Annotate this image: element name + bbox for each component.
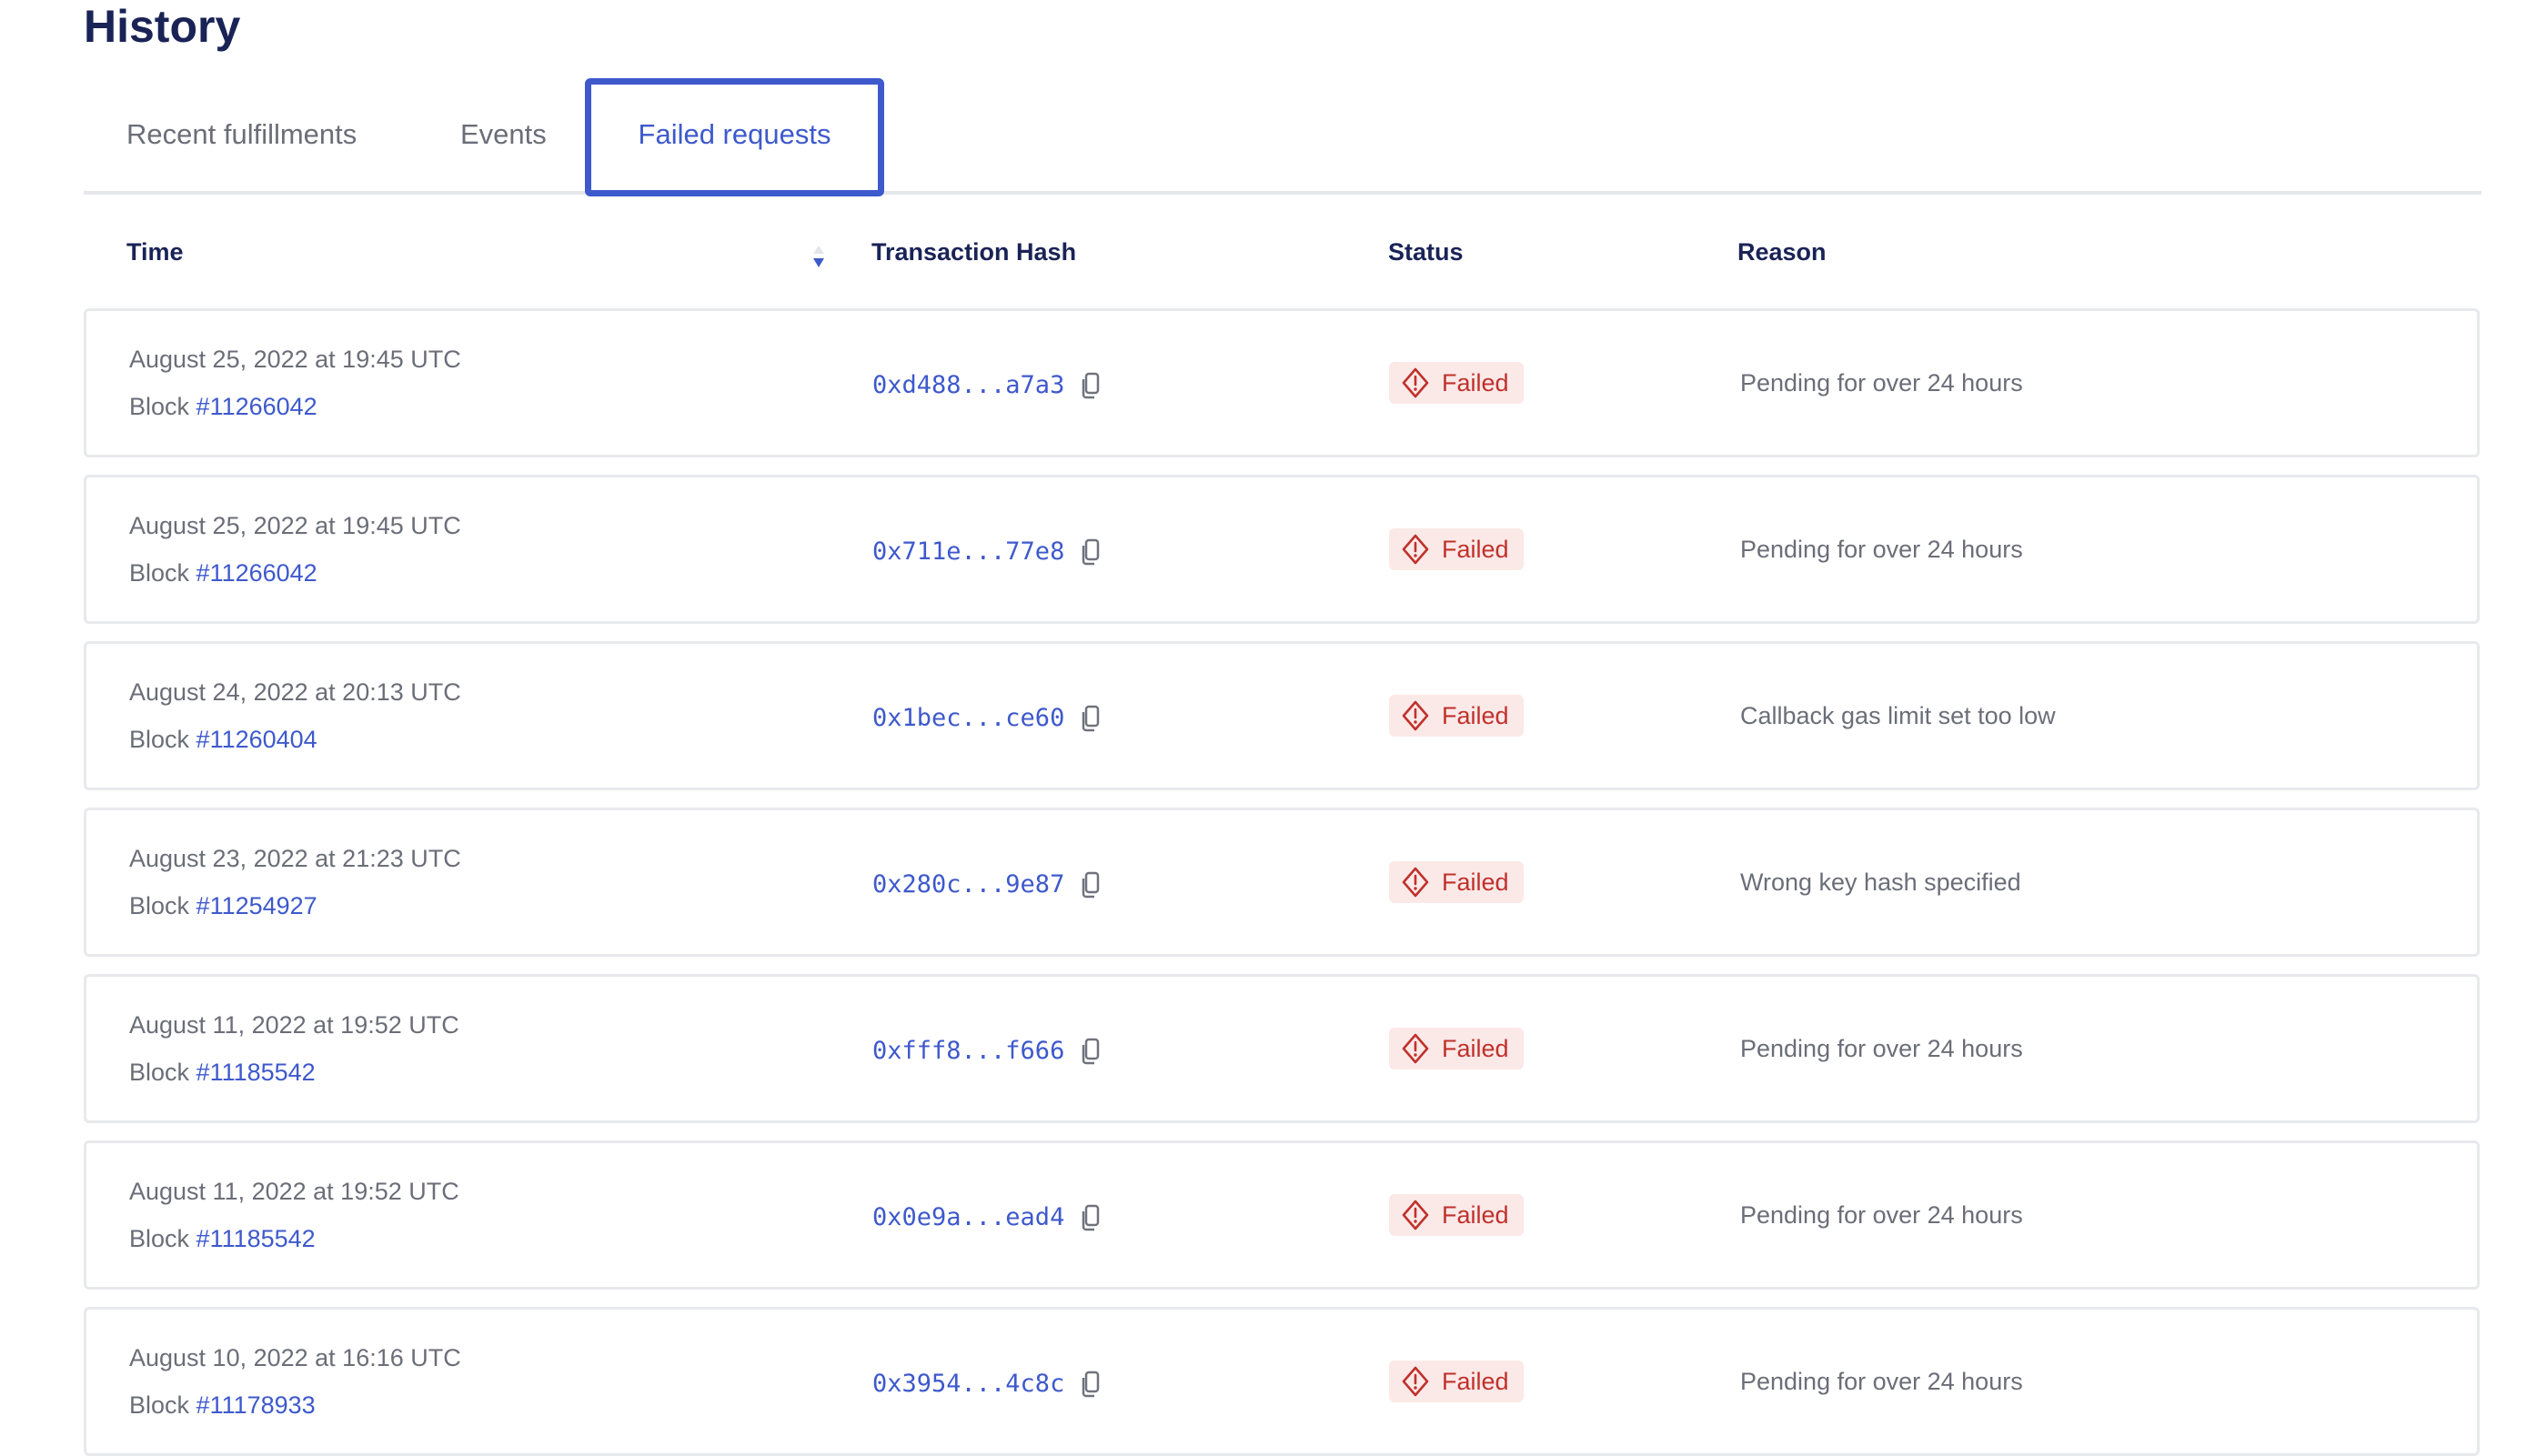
warning-diamond-icon (1402, 867, 1429, 898)
status-badge: Failed (1389, 362, 1524, 404)
row-block: Block #11185542 (129, 1059, 316, 1087)
row-block: Block #11260404 (129, 726, 317, 754)
block-link[interactable]: #11254927 (196, 892, 317, 919)
copy-icon[interactable] (1081, 1038, 1101, 1065)
table-row: August 23, 2022 at 21:23 UTC Block #1125… (84, 808, 2480, 957)
row-time: August 11, 2022 at 19:52 UTC (129, 1011, 459, 1039)
warning-diamond-icon (1402, 1200, 1429, 1230)
transaction-hash: 0x280c...9e87 (872, 870, 1101, 899)
copy-icon[interactable] (1081, 871, 1101, 899)
row-time: August 24, 2022 at 20:13 UTC (129, 678, 461, 706)
status-badge: Failed (1389, 528, 1524, 570)
table-row: August 24, 2022 at 20:13 UTC Block #1126… (84, 641, 2480, 790)
status-badge: Failed (1389, 1361, 1524, 1402)
block-label: Block (129, 559, 190, 587)
warning-diamond-icon (1402, 367, 1429, 398)
status-badge: Failed (1389, 695, 1524, 737)
row-time: August 10, 2022 at 16:16 UTC (129, 1344, 461, 1371)
copy-icon[interactable] (1081, 1371, 1101, 1398)
column-header-time[interactable]: Time (126, 238, 184, 266)
status-badge: Failed (1389, 1194, 1524, 1236)
status-text: Failed (1442, 1034, 1509, 1062)
block-label: Block (129, 1391, 190, 1419)
transaction-hash: 0xd488...a7a3 (872, 371, 1101, 399)
row-reason: Pending for over 24 hours (1740, 1368, 2023, 1395)
sort-descending-icon[interactable] (811, 244, 826, 269)
status-badge: Failed (1389, 1028, 1524, 1069)
table-row: August 25, 2022 at 19:45 UTC Block #1126… (84, 475, 2480, 624)
block-link[interactable]: #11260404 (196, 726, 317, 753)
warning-diamond-icon (1402, 1366, 1429, 1397)
transaction-hash: 0x1bec...ce60 (872, 704, 1101, 732)
transaction-hash: 0x3954...4c8c (872, 1370, 1101, 1398)
block-link[interactable]: #11178933 (196, 1391, 316, 1419)
transaction-hash-link[interactable]: 0x1bec...ce60 (872, 704, 1065, 732)
block-label: Block (129, 726, 190, 753)
copy-icon[interactable] (1081, 705, 1101, 732)
row-time: August 23, 2022 at 21:23 UTC (129, 845, 461, 872)
row-time: August 25, 2022 at 19:45 UTC (129, 512, 461, 539)
status-badge: Failed (1389, 861, 1524, 903)
status-text: Failed (1442, 368, 1509, 397)
block-link[interactable]: #11185542 (196, 1225, 316, 1252)
row-reason: Pending for over 24 hours (1740, 1035, 2023, 1062)
row-block: Block #11254927 (129, 892, 317, 920)
table-row: August 11, 2022 at 19:52 UTC Block #1118… (84, 1140, 2480, 1290)
warning-diamond-icon (1402, 700, 1429, 731)
transaction-hash: 0x0e9a...ead4 (872, 1203, 1101, 1231)
tab-events[interactable]: Events (460, 118, 547, 150)
status-text: Failed (1442, 701, 1509, 729)
transaction-hash-link[interactable]: 0x280c...9e87 (872, 870, 1065, 899)
block-link[interactable]: #11266042 (196, 559, 317, 587)
transaction-hash: 0xfff8...f666 (872, 1037, 1101, 1065)
row-block: Block #11185542 (129, 1225, 316, 1253)
row-reason: Wrong key hash specified (1740, 869, 2021, 896)
transaction-hash-link[interactable]: 0x711e...77e8 (872, 537, 1065, 566)
tab-recent-fulfillments[interactable]: Recent fulfillments (126, 118, 357, 150)
transaction-hash-link[interactable]: 0x0e9a...ead4 (872, 1203, 1065, 1231)
row-block: Block #11266042 (129, 393, 317, 421)
transaction-hash-link[interactable]: 0xfff8...f666 (872, 1037, 1065, 1065)
copy-icon[interactable] (1081, 372, 1101, 399)
copy-icon[interactable] (1081, 538, 1101, 566)
column-header-status: Status (1388, 238, 1464, 266)
block-label: Block (129, 892, 190, 919)
row-reason: Callback gas limit set too low (1740, 702, 2056, 729)
table-row: August 11, 2022 at 19:52 UTC Block #1118… (84, 974, 2480, 1123)
block-label: Block (129, 1225, 190, 1252)
transaction-hash-link[interactable]: 0xd488...a7a3 (872, 371, 1065, 399)
table-row: August 10, 2022 at 16:16 UTC Block #1117… (84, 1307, 2480, 1456)
warning-diamond-icon (1402, 1033, 1429, 1064)
row-block: Block #11266042 (129, 559, 317, 587)
status-text: Failed (1442, 1367, 1509, 1395)
tab-failed-requests[interactable]: Failed requests (585, 78, 884, 196)
row-reason: Pending for over 24 hours (1740, 1201, 2023, 1229)
row-block: Block #11178933 (129, 1391, 316, 1420)
column-header-reason: Reason (1737, 238, 1827, 266)
block-label: Block (129, 1059, 190, 1086)
status-text: Failed (1442, 868, 1509, 896)
row-time: August 25, 2022 at 19:45 UTC (129, 346, 461, 373)
copy-icon[interactable] (1081, 1204, 1101, 1231)
block-link[interactable]: #11266042 (196, 393, 317, 420)
page-title: History (84, 1, 241, 52)
row-reason: Pending for over 24 hours (1740, 536, 2023, 563)
status-text: Failed (1442, 535, 1509, 563)
status-text: Failed (1442, 1200, 1509, 1229)
block-link[interactable]: #11185542 (196, 1059, 316, 1086)
table-row: August 25, 2022 at 19:45 UTC Block #1126… (84, 308, 2480, 457)
row-reason: Pending for over 24 hours (1740, 369, 2023, 397)
block-label: Block (129, 393, 190, 420)
transaction-hash-link[interactable]: 0x3954...4c8c (872, 1370, 1065, 1398)
warning-diamond-icon (1402, 534, 1429, 565)
transaction-hash: 0x711e...77e8 (872, 537, 1101, 566)
row-time: August 11, 2022 at 19:52 UTC (129, 1178, 459, 1205)
column-header-transaction-hash: Transaction Hash (871, 238, 1077, 266)
tab-bar: Recent fulfillments Events Failed reques… (84, 78, 2482, 196)
